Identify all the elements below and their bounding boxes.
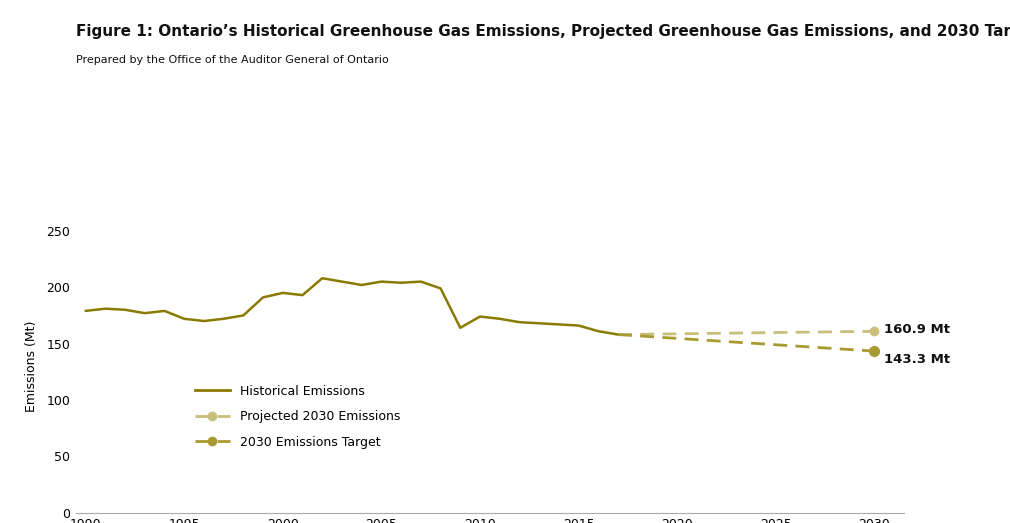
Text: Figure 1: Ontario’s Historical Greenhouse Gas Emissions, Projected Greenhouse Ga: Figure 1: Ontario’s Historical Greenhous… bbox=[76, 24, 1010, 39]
Text: 160.9 Mt: 160.9 Mt bbox=[884, 323, 950, 336]
Y-axis label: Emissions (Mt): Emissions (Mt) bbox=[25, 321, 38, 412]
Text: Prepared by the Office of the Auditor General of Ontario: Prepared by the Office of the Auditor Ge… bbox=[76, 55, 389, 65]
Legend: Historical Emissions, Projected 2030 Emissions, 2030 Emissions Target: Historical Emissions, Projected 2030 Emi… bbox=[190, 380, 405, 453]
Text: 143.3 Mt: 143.3 Mt bbox=[884, 353, 950, 366]
